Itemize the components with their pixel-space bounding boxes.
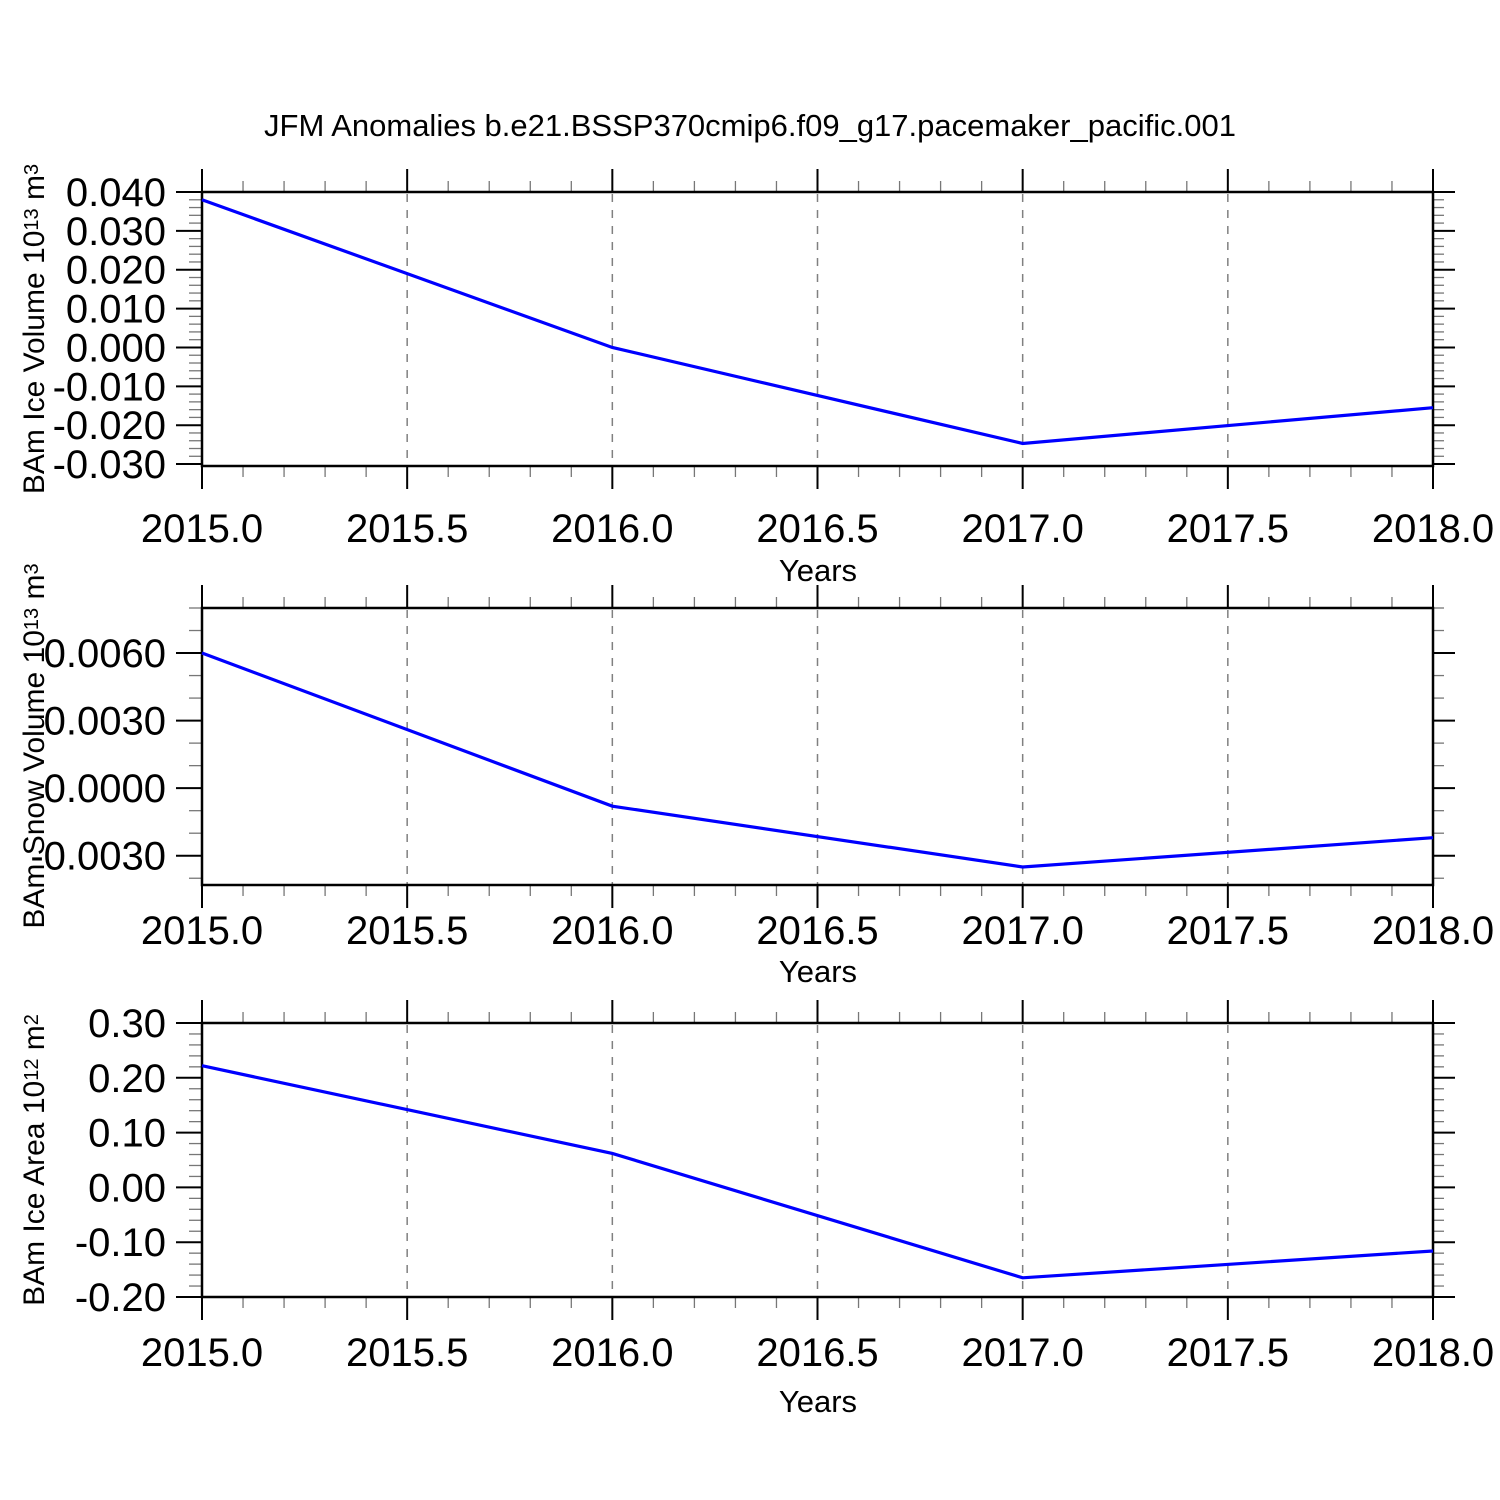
- y-tick-label: 0.30: [88, 1002, 166, 1046]
- y-axis-label-exponent: 12: [21, 1058, 43, 1081]
- y-axis-label-unit: m: [18, 574, 51, 608]
- ice-area-line: [201, 1064, 1434, 1280]
- y-tick-label: 0.0060: [44, 632, 166, 676]
- snow-volume-line: [201, 651, 1434, 869]
- x-tick-label: 2018.0: [1372, 507, 1494, 551]
- x-tick-label: 2016.0: [551, 909, 673, 953]
- y-tick-label: 0.040: [66, 171, 166, 215]
- x-tick-label: 2017.5: [1167, 507, 1289, 551]
- y-tick-label: -0.10: [75, 1221, 166, 1265]
- y-axis-label-ice-area: BAm Ice Area 1012 m2: [11, 880, 53, 1440]
- snow-volume-chart: 2015.0 2015.5 2016.0 2016.5 2017.0 2017.5 2018…: [30, 585, 1494, 953]
- plot-border: [200, 1021, 1435, 1299]
- y-tick-label: -0.020: [53, 404, 166, 448]
- y-tick-label: -0.010: [53, 365, 166, 409]
- y-tick-label: -0.20: [75, 1276, 166, 1320]
- y-tick-label: 0.0030: [44, 700, 166, 744]
- x-tick-label: 2015.5: [346, 507, 468, 551]
- x-tick-label: 2015.0: [141, 1331, 263, 1375]
- x-tick-label: 2016.0: [551, 1331, 673, 1375]
- y-axis-label-exponent: 13: [21, 607, 43, 631]
- y-tick-label: 0.0000: [44, 767, 166, 811]
- ice-volume-chart: 2015.0 2015.5 2016.0 2016.5 2017.0 2017.5 2018…: [53, 169, 1494, 551]
- chart-title: JFM Anomalies b.e21.BSSP370cmip6.f09_g17…: [264, 108, 1236, 143]
- ice-area-chart: 2015.0 2015.5 2016.0 2016.5 2017.0 2017.5 2018…: [75, 1000, 1494, 1375]
- y-axis-label-unit: m: [18, 1025, 51, 1059]
- x-tick-label: 2016.0: [551, 507, 673, 551]
- x-tick-label: 2015.0: [141, 507, 263, 551]
- y-tick-label: 0.030: [66, 210, 166, 254]
- plot-border: [200, 606, 1435, 887]
- y-tick-label: 0.010: [66, 288, 166, 332]
- x-tick-label: 2015.5: [346, 909, 468, 953]
- x-tick-label: 2016.5: [756, 507, 878, 551]
- y-tick-label: 0.020: [66, 249, 166, 293]
- x-tick-label: 2016.5: [756, 909, 878, 953]
- y-tick-label: -0.0030: [30, 835, 166, 879]
- y-tick-label: 0.20: [88, 1057, 166, 1101]
- y-axis-label-text: BAm Ice Area 10: [18, 1080, 51, 1306]
- ice-volume-line: [201, 198, 1434, 446]
- x-tick-label: 2017.0: [961, 909, 1083, 953]
- y-axis-label-exponent: 13: [21, 208, 43, 231]
- x-tick-label: 2017.0: [961, 507, 1083, 551]
- y-axis-label-unit-exponent: 3: [21, 563, 43, 575]
- y-tick-label: 0.10: [88, 1112, 166, 1156]
- y-axis-label-text: BAm Ice Volume 10: [18, 230, 51, 495]
- x-axis-label-snow-volume: Years: [778, 954, 858, 989]
- y-axis-label-unit-exponent: 3: [21, 163, 43, 176]
- x-tick-label: 2017.5: [1167, 1331, 1289, 1375]
- y-axis-label-unit-exponent: 2: [21, 1014, 43, 1026]
- x-tick-label: 2015.5: [346, 1331, 468, 1375]
- y-axis-label-unit: m: [18, 175, 51, 209]
- plot-border: [200, 190, 1435, 468]
- x-axis-label-ice-volume: Years: [778, 553, 858, 588]
- x-tick-label: 2018.0: [1372, 909, 1494, 953]
- x-tick-label: 2016.5: [756, 1331, 878, 1375]
- y-tick-label: 0.00: [88, 1166, 166, 1210]
- x-tick-label: 2017.5: [1167, 909, 1289, 953]
- x-axis-label-ice-area: Years: [778, 1384, 858, 1419]
- x-tick-label: 2018.0: [1372, 1331, 1494, 1375]
- y-tick-label: -0.030: [53, 443, 166, 487]
- y-tick-label: 0.000: [66, 326, 166, 370]
- x-tick-label: 2015.0: [141, 909, 263, 953]
- x-tick-label: 2017.0: [961, 1331, 1083, 1375]
